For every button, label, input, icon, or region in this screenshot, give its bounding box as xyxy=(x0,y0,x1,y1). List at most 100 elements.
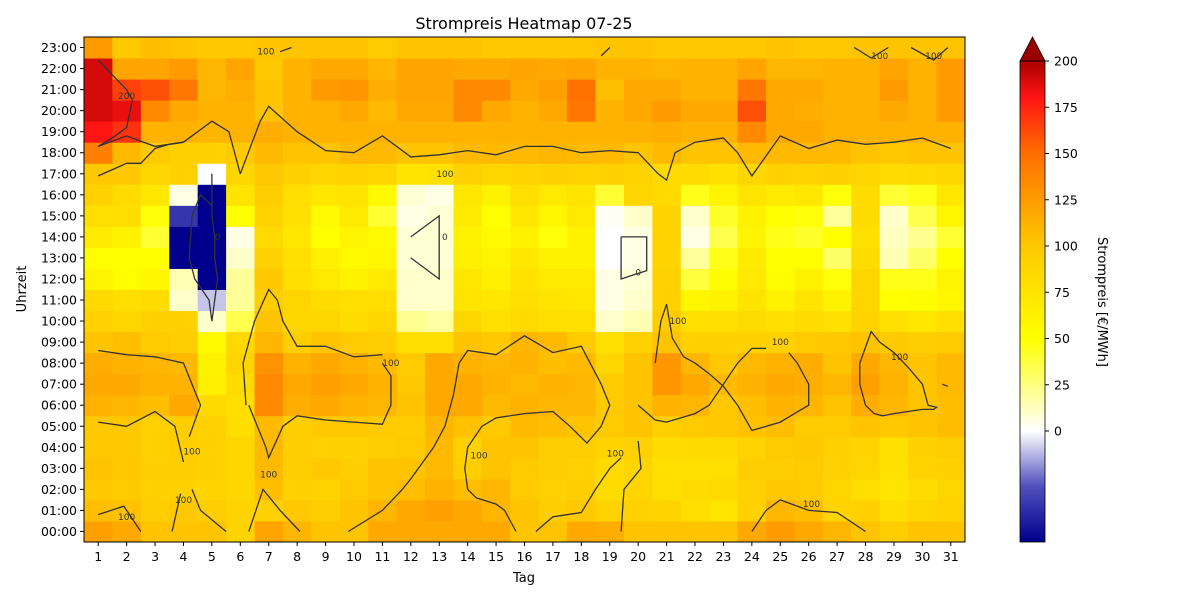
heatmap-cell xyxy=(311,394,341,417)
heatmap-cell xyxy=(425,310,454,333)
heatmap-cell xyxy=(766,184,795,206)
heatmap-cell xyxy=(567,436,597,459)
heatmap-cell xyxy=(794,436,824,459)
heatmap-cell xyxy=(169,247,199,269)
heatmap-cell xyxy=(282,310,312,333)
contour-line xyxy=(171,493,182,532)
heatmap-cell xyxy=(425,499,454,522)
heatmap-cell xyxy=(879,163,909,185)
heatmap-cell xyxy=(737,289,767,312)
heatmap-cell xyxy=(936,79,966,101)
heatmap-cell xyxy=(84,142,113,164)
heatmap-cell xyxy=(169,226,199,248)
y-tick-label: 08:00 xyxy=(41,356,77,371)
heatmap-cell xyxy=(481,163,511,185)
heatmap-cell xyxy=(737,184,767,206)
heatmap-cell xyxy=(652,520,682,543)
heatmap-cell xyxy=(368,100,398,122)
heatmap-cell xyxy=(368,394,398,417)
heatmap-cell xyxy=(766,121,795,143)
heatmap-cell xyxy=(254,37,284,59)
y-tick-label: 13:00 xyxy=(41,250,77,265)
heatmap-cell xyxy=(680,100,710,122)
heatmap-cell xyxy=(851,100,881,122)
heatmap-cell xyxy=(169,457,199,480)
heatmap-cell xyxy=(396,415,426,438)
heatmap-cell xyxy=(737,499,767,522)
heatmap-cell xyxy=(851,79,881,101)
heatmap-cell xyxy=(794,415,824,438)
heatmap-cell xyxy=(453,268,483,290)
heatmap-cell xyxy=(822,247,852,269)
contour-line xyxy=(98,349,202,438)
colorbar: 0 25 50 75 100 125 150 175 200 Strompreis [€/MWh… xyxy=(1019,36,1109,543)
x-tick-label: 23 xyxy=(715,549,731,564)
heatmap-cell xyxy=(652,184,682,206)
heatmap-cell xyxy=(396,331,426,354)
heatmap-cell xyxy=(425,394,454,417)
heatmap-cell xyxy=(254,520,284,543)
heatmap-cell xyxy=(311,163,341,185)
heatmap-cell xyxy=(368,436,398,459)
heatmap-cell xyxy=(510,79,540,101)
heatmap-cell xyxy=(169,163,199,185)
contour-label: 100 xyxy=(175,496,192,506)
heatmap-cell xyxy=(680,415,710,438)
heatmap-cell xyxy=(652,352,682,375)
heatmap-cell xyxy=(851,331,881,354)
heatmap-cell xyxy=(567,415,597,438)
heatmap-cell xyxy=(652,79,682,101)
x-axis-label: Tag xyxy=(512,571,535,586)
heatmap-cell xyxy=(680,478,710,501)
heatmap-cell xyxy=(851,289,881,312)
x-tick-label: 12 xyxy=(403,549,419,564)
colorbar-tick-label: 0 xyxy=(1054,424,1062,439)
heatmap-cell xyxy=(567,226,597,248)
heatmap-cell xyxy=(282,499,312,522)
heatmap-cell xyxy=(936,373,966,396)
heatmap-cell xyxy=(226,205,256,227)
heatmap-cell xyxy=(595,310,625,333)
heatmap-cell xyxy=(84,415,113,438)
heatmap-cell xyxy=(339,457,369,480)
heatmap-cell xyxy=(282,436,312,459)
heatmap-cell xyxy=(709,478,739,501)
heatmap-cell xyxy=(254,394,284,417)
contour-label: 100 xyxy=(607,450,624,460)
heatmap-cell xyxy=(766,142,795,164)
heatmap-cell xyxy=(140,457,170,480)
heatmap-cell xyxy=(567,184,597,206)
heatmap-cell xyxy=(481,205,511,227)
heatmap-cell xyxy=(140,520,170,543)
heatmap-cell xyxy=(510,478,540,501)
heatmap-cell xyxy=(339,478,369,501)
x-tick-label: 20 xyxy=(630,549,646,564)
heatmap-cell xyxy=(794,121,824,143)
heatmap-cell xyxy=(567,79,597,101)
heatmap-cell xyxy=(84,436,113,459)
heatmap-cell xyxy=(368,79,398,101)
heatmap-cell xyxy=(481,226,511,248)
heatmap-cell xyxy=(481,415,511,438)
heatmap-cell xyxy=(652,499,682,522)
heatmap-cell xyxy=(339,163,369,185)
heatmap-cell xyxy=(282,100,312,122)
heatmap-cell xyxy=(453,142,483,164)
heatmap-cell xyxy=(737,394,767,417)
heatmap-cell xyxy=(680,436,710,459)
heatmap-cell xyxy=(254,205,284,227)
heatmap-cell xyxy=(538,247,568,269)
heatmap-cell xyxy=(595,520,625,543)
heatmap-cell xyxy=(538,184,568,206)
heatmap-cell xyxy=(879,373,909,396)
heatmap-cell xyxy=(936,247,966,269)
heatmap-cell xyxy=(197,226,227,248)
heatmap-cell xyxy=(737,226,767,248)
heatmap-cell xyxy=(339,247,369,269)
heatmap-cell xyxy=(197,79,227,101)
heatmap-cell xyxy=(623,247,653,269)
heatmap-cell xyxy=(908,499,938,522)
heatmap-cell xyxy=(339,394,369,417)
heatmap-cell xyxy=(140,310,170,333)
heatmap-cell xyxy=(538,121,568,143)
